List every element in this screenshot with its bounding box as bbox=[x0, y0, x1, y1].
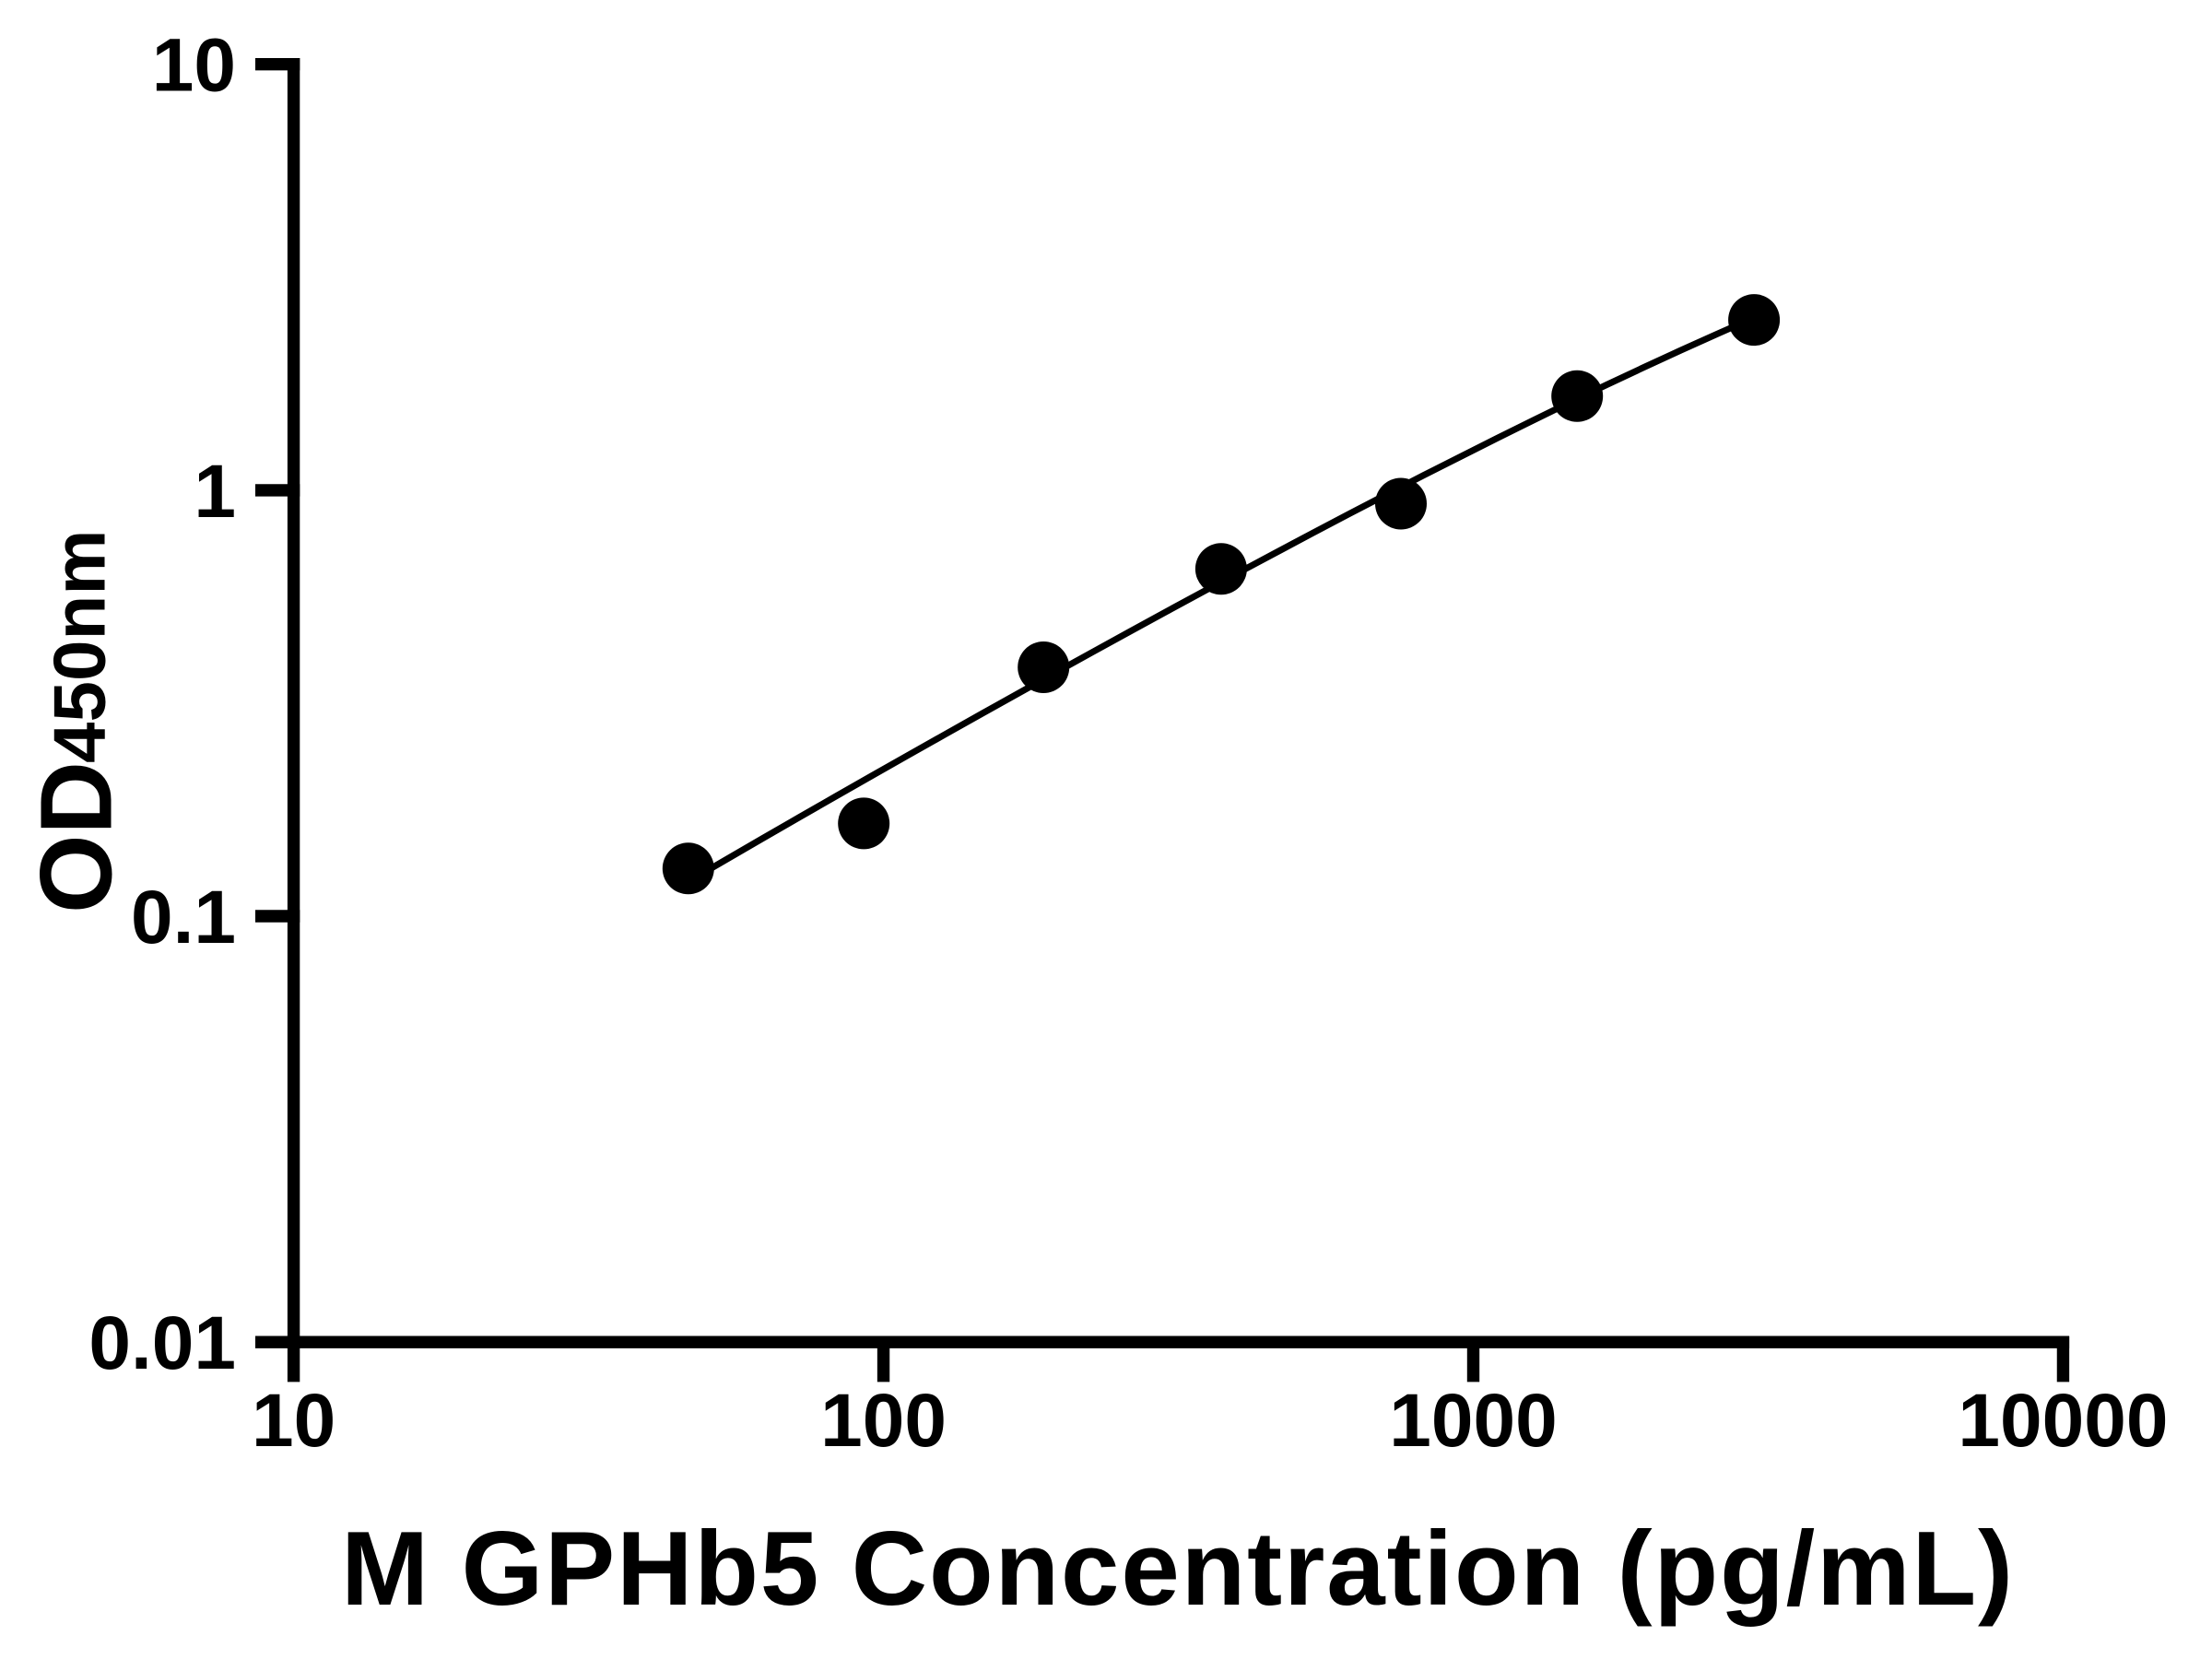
svg-text:1000: 1000 bbox=[1389, 1379, 1557, 1463]
svg-text:100: 100 bbox=[820, 1379, 947, 1463]
svg-text:OD450nm: OD450nm bbox=[20, 530, 134, 913]
svg-text:10: 10 bbox=[152, 24, 236, 108]
svg-text:M GPHb5 Concentration (pg/mL): M GPHb5 Concentration (pg/mL) bbox=[341, 1511, 2015, 1628]
svg-text:0.01: 0.01 bbox=[88, 1301, 236, 1385]
svg-text:0.1: 0.1 bbox=[131, 876, 236, 959]
svg-text:10: 10 bbox=[252, 1379, 335, 1463]
svg-text:1: 1 bbox=[194, 450, 236, 534]
svg-text:10000: 10000 bbox=[1958, 1379, 2168, 1463]
